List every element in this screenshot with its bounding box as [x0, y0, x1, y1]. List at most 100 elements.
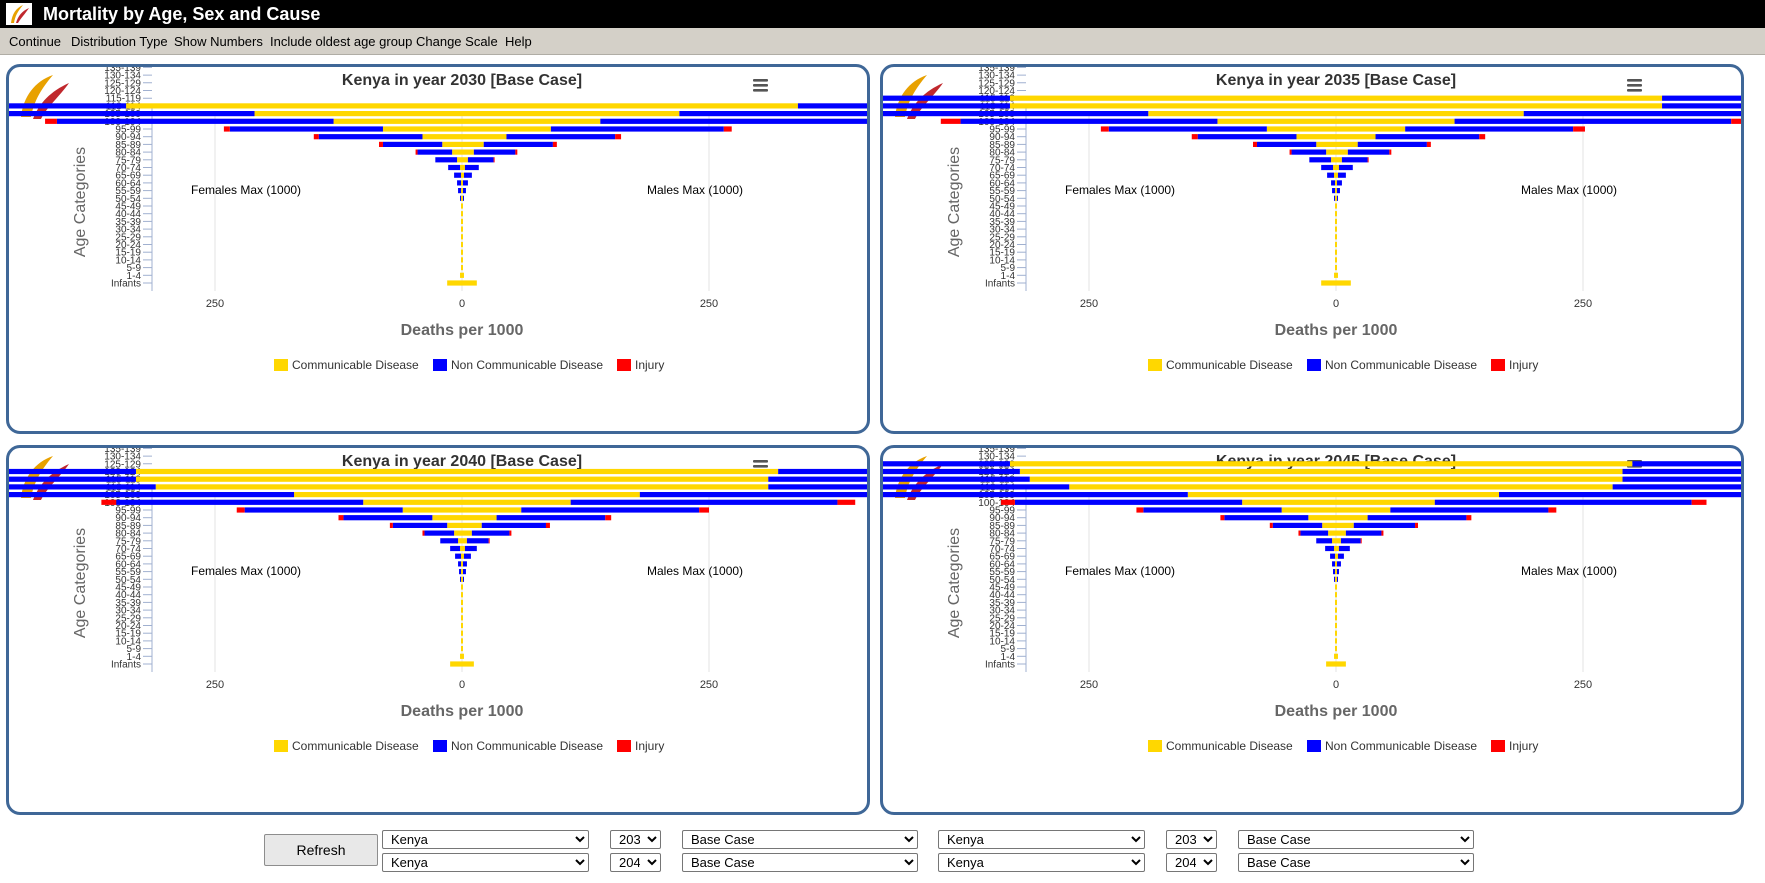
bar-male-non-communicable-disease	[778, 468, 867, 475]
menu-include-oldest-age-group[interactable]: Include oldest age group	[270, 34, 413, 49]
bar-male-communicable-disease	[462, 538, 467, 544]
legend-item[interactable]: Non Communicable Disease	[433, 739, 603, 753]
y-tick-label: 10-14	[989, 255, 1015, 266]
menu-icon-line	[753, 84, 768, 87]
legend-label: Non Communicable Disease	[1325, 358, 1477, 372]
bar-female-injury	[1289, 149, 1292, 155]
y-tick-label: Infants	[985, 660, 1015, 671]
legend-item[interactable]: Communicable Disease	[274, 358, 419, 372]
y-tick-label: 45-49	[115, 583, 141, 594]
bar-male-non-communicable-disease	[462, 188, 466, 194]
bar-female-communicable-disease	[1335, 599, 1336, 605]
bar-male-communicable-disease	[462, 141, 484, 147]
y-tick-label: 20-24	[989, 621, 1015, 632]
bar-female-non-communicable-disease	[9, 468, 136, 475]
scenario-select-2[interactable]: Base Case	[1238, 830, 1474, 849]
legend-item[interactable]: Injury	[617, 358, 664, 372]
bar-female-injury	[389, 522, 393, 528]
scenario-select-1[interactable]: Base Case	[682, 830, 918, 849]
app-title: Mortality by Age, Sex and Cause	[43, 4, 321, 24]
y-tick-label: 15-19	[115, 629, 141, 640]
country-select-4[interactable]: Kenya	[938, 853, 1145, 872]
y-tick-label: 70-74	[115, 163, 141, 174]
bar-female-communicable-disease	[1335, 607, 1336, 613]
country-select-3[interactable]: Kenya	[382, 853, 589, 872]
x-tick-label: 250	[1080, 298, 1098, 310]
bar-female-communicable-disease	[1335, 630, 1336, 636]
year-select-4[interactable]: 2045	[1166, 853, 1217, 872]
legend-item[interactable]: Communicable Disease	[1148, 358, 1293, 372]
legend-item[interactable]: Communicable Disease	[1148, 739, 1293, 753]
menu-icon-line	[1627, 79, 1642, 82]
bar-female-communicable-disease	[460, 653, 462, 659]
bar-female-non-communicable-disease	[1316, 538, 1333, 544]
menu-continue[interactable]: Continue	[9, 34, 62, 49]
bar-male-non-communicable-disease	[1347, 149, 1390, 155]
country-select-1[interactable]: Kenya	[382, 830, 589, 849]
bar-female-communicable-disease	[1326, 149, 1336, 155]
bar-female-non-communicable-disease	[1143, 507, 1282, 513]
bar-male-non-communicable-disease	[1340, 538, 1361, 544]
country-select-2[interactable]: Kenya	[938, 830, 1145, 849]
y-tick-label: 130-134	[104, 452, 141, 463]
legend-label: Injury	[1509, 739, 1538, 753]
bar-male-communicable-disease	[462, 622, 463, 629]
year-select-1[interactable]: 2030	[610, 830, 661, 849]
menu-help[interactable]: Help	[505, 34, 532, 49]
bar-female-non-communicable-disease	[56, 118, 334, 124]
bar-male-communicable-disease	[462, 646, 463, 652]
bar-male-communicable-disease	[1336, 630, 1337, 636]
bar-male-non-communicable-disease	[471, 530, 510, 536]
menu-icon[interactable]	[1627, 79, 1642, 92]
y-tick-label: 85-89	[115, 140, 141, 151]
year-select-2[interactable]: 2035	[1166, 830, 1217, 849]
y-tick-label: 40-44	[115, 590, 141, 601]
bar-female-non-communicable-disease	[417, 149, 453, 155]
menu-show-numbers[interactable]: Show Numbers	[174, 34, 263, 49]
bar-female-communicable-disease	[1019, 468, 1336, 475]
bar-male-communicable-disease	[1336, 164, 1339, 171]
bar-male-communicable-disease	[1336, 257, 1337, 263]
bar-male-injury	[1360, 538, 1362, 544]
bar-male-communicable-disease	[462, 211, 463, 217]
bar-female-communicable-disease	[1334, 545, 1336, 552]
bar-female-injury	[1220, 515, 1225, 521]
bar-male-non-communicable-disease	[1632, 461, 1741, 467]
y-tick-label: 130-134	[104, 71, 141, 82]
menu-change-scale[interactable]: Change Scale	[416, 34, 498, 49]
bar-male-non-communicable-disease	[1337, 553, 1344, 559]
legend-item[interactable]: Non Communicable Disease	[433, 358, 603, 372]
legend-item[interactable]: Injury	[617, 739, 664, 753]
legend-item[interactable]: Communicable Disease	[274, 739, 419, 753]
bar-male-communicable-disease	[1336, 561, 1337, 567]
bar-male-non-communicable-disease	[521, 507, 700, 513]
bar-male-communicable-disease	[462, 249, 463, 255]
bar-male-non-communicable-disease	[463, 553, 471, 559]
year-select-3[interactable]: 2040	[610, 853, 661, 872]
legend-item[interactable]: Injury	[1491, 358, 1538, 372]
chart-title: Kenya in year 2035 [Base Case]	[1216, 72, 1456, 89]
scenario-select-4[interactable]: Base Case	[1238, 853, 1474, 872]
menu-distribution-type[interactable]: Distribution Type	[71, 34, 168, 49]
y-tick-label: 25-29	[989, 613, 1015, 624]
bar-male-communicable-disease	[1336, 476, 1623, 482]
y-tick-label: 40-44	[989, 209, 1015, 220]
legend-item[interactable]: Non Communicable Disease	[1307, 358, 1477, 372]
bar-male-injury	[1415, 522, 1419, 528]
legend-item[interactable]: Non Communicable Disease	[1307, 739, 1477, 753]
legend-swatch	[617, 740, 631, 752]
scenario-select-3[interactable]: Base Case	[682, 853, 918, 872]
menu-icon[interactable]	[753, 79, 768, 92]
population-pyramid-chart: 12501000750500250025050075010001250Kenya…	[9, 448, 867, 753]
bar-female-non-communicable-disease	[318, 134, 423, 140]
x-axis-title: Deaths per 1000	[401, 322, 524, 339]
bar-female-communicable-disease	[1335, 257, 1336, 263]
refresh-button[interactable]: Refresh	[264, 834, 378, 866]
y-tick-label: 10-14	[989, 636, 1015, 647]
bar-male-non-communicable-disease	[1390, 507, 1549, 513]
bar-male-communicable-disease	[1336, 241, 1337, 248]
y-axis-title: Age Categories	[72, 147, 89, 257]
legend-item[interactable]: Injury	[1491, 739, 1538, 753]
y-tick-label: 85-89	[989, 140, 1015, 151]
bar-male-non-communicable-disease	[768, 484, 867, 490]
